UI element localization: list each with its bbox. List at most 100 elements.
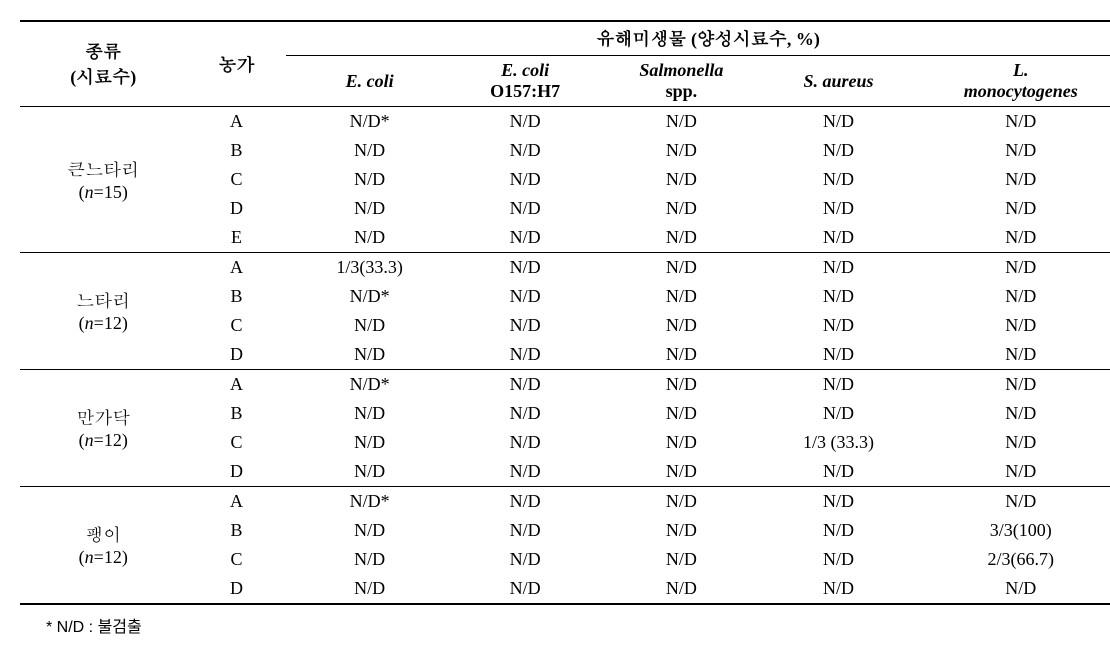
cell-ecoli: N/D [286,223,453,253]
cell-lmono: N/D [912,253,1110,283]
cell-ecoli: 1/3(33.3) [286,253,453,283]
cell-salmonella: N/D [597,136,765,165]
cell-farm: A [187,487,287,517]
cell-farm: C [187,428,287,457]
cell-ecoli: N/D* [286,487,453,517]
group-n: (n=12) [79,430,128,450]
cell-o157: N/D [453,340,597,370]
cell-lmono: 2/3(66.7) [912,545,1110,574]
group-name: 느타리 [76,291,130,311]
cell-saureus: N/D [765,194,911,223]
cell-farm: C [187,545,287,574]
th-ecoli-o157-sublabel: O157:H7 [490,81,560,101]
cell-lmono: N/D [912,487,1110,517]
cell-lmono: N/D [912,311,1110,340]
cell-lmono: N/D [912,107,1110,137]
cell-saureus: N/D [765,487,911,517]
table-body: 큰느타리(n=15)AN/D*N/DN/DN/DN/DBN/DN/DN/DN/D… [20,107,1110,605]
cell-saureus: N/D [765,516,911,545]
cell-lmono: N/D [912,457,1110,487]
cell-lmono: N/D [912,223,1110,253]
cell-saureus: N/D [765,165,911,194]
cell-farm: B [187,282,287,311]
cell-ecoli: N/D [286,340,453,370]
cell-salmonella: N/D [597,574,765,604]
cell-ecoli: N/D [286,136,453,165]
cell-saureus: N/D [765,574,911,604]
cell-farm: D [187,574,287,604]
th-salmonella-label: Salmonella [639,60,723,80]
cell-farm: D [187,340,287,370]
pathogen-table: 종류 (시료수) 농가 유해미생물 (양성시료수, %) E. coli E. … [20,20,1110,605]
cell-o157: N/D [453,311,597,340]
cell-farm: D [187,457,287,487]
cell-salmonella: N/D [597,311,765,340]
cell-ecoli: N/D [286,165,453,194]
cell-o157: N/D [453,107,597,137]
group-label: 큰느타리(n=15) [20,107,187,253]
cell-o157: N/D [453,457,597,487]
cell-lmono: N/D [912,136,1110,165]
cell-salmonella: N/D [597,223,765,253]
cell-farm: A [187,253,287,283]
cell-lmono: N/D [912,194,1110,223]
cell-saureus: N/D [765,107,911,137]
cell-saureus: N/D [765,282,911,311]
cell-saureus: N/D [765,370,911,400]
cell-saureus: N/D [765,136,911,165]
th-lmono: L. monocytogenes [912,56,1110,107]
cell-o157: N/D [453,223,597,253]
cell-o157: N/D [453,574,597,604]
th-salmonella-sublabel: spp. [666,81,698,101]
cell-saureus: N/D [765,311,911,340]
cell-o157: N/D [453,136,597,165]
cell-salmonella: N/D [597,253,765,283]
group-n: (n=15) [79,182,128,202]
cell-o157: N/D [453,194,597,223]
group-n: (n=12) [79,547,128,567]
cell-salmonella: N/D [597,282,765,311]
cell-farm: B [187,399,287,428]
cell-ecoli: N/D [286,545,453,574]
th-species-sublabel: (시료수) [70,67,136,87]
cell-farm: C [187,311,287,340]
table-row: 팽이(n=12)AN/D*N/DN/DN/DN/D [20,487,1110,517]
group-name: 만가닥 [76,408,130,428]
cell-saureus: 1/3 (33.3) [765,428,911,457]
cell-o157: N/D [453,428,597,457]
th-ecoli: E. coli [286,56,453,107]
cell-o157: N/D [453,165,597,194]
cell-lmono: N/D [912,370,1110,400]
table-row: 큰느타리(n=15)AN/D*N/DN/DN/DN/D [20,107,1110,137]
cell-o157: N/D [453,253,597,283]
cell-farm: E [187,223,287,253]
cell-salmonella: N/D [597,165,765,194]
group-label: 팽이(n=12) [20,487,187,605]
cell-ecoli: N/D [286,516,453,545]
th-lmono-sublabel: monocytogenes [964,81,1078,101]
group-name: 큰느타리 [67,160,139,180]
cell-salmonella: N/D [597,457,765,487]
cell-ecoli: N/D [286,428,453,457]
cell-salmonella: N/D [597,370,765,400]
th-lmono-label: L. [1013,60,1029,80]
cell-salmonella: N/D [597,487,765,517]
cell-ecoli: N/D [286,399,453,428]
cell-saureus: N/D [765,545,911,574]
th-farm: 농가 [187,21,287,107]
cell-lmono: N/D [912,399,1110,428]
th-species: 종류 (시료수) [20,21,187,107]
cell-ecoli: N/D [286,574,453,604]
cell-salmonella: N/D [597,340,765,370]
th-saureus-label: S. aureus [803,71,873,91]
cell-ecoli: N/D* [286,107,453,137]
group-n: (n=12) [79,313,128,333]
cell-lmono: N/D [912,574,1110,604]
th-pathogen-group: 유해미생물 (양성시료수, %) [286,21,1110,56]
cell-o157: N/D [453,399,597,428]
cell-farm: A [187,107,287,137]
cell-saureus: N/D [765,253,911,283]
cell-o157: N/D [453,370,597,400]
cell-salmonella: N/D [597,428,765,457]
footnote: * N/D : 불검출 [46,613,1110,637]
